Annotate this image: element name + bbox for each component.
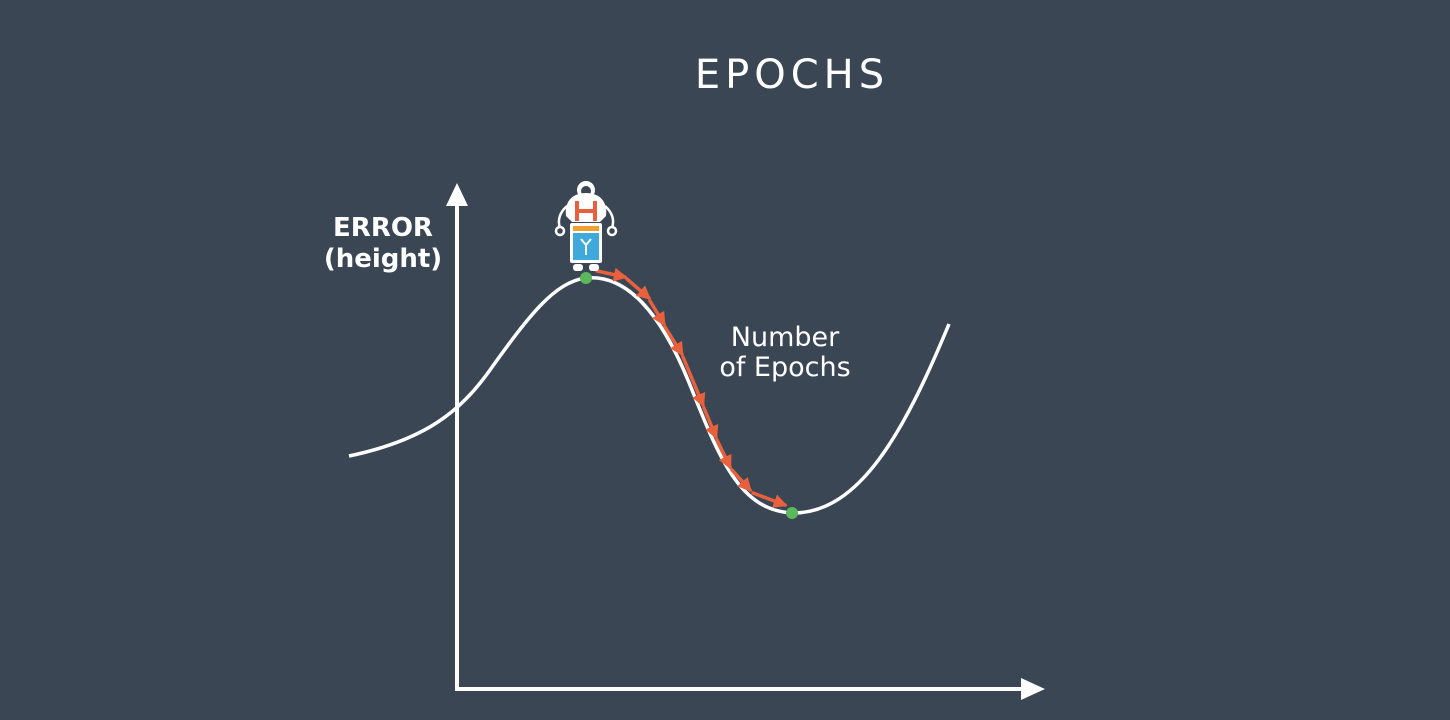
descent-arrow bbox=[715, 438, 732, 470]
curve-label-line1: Number bbox=[730, 322, 840, 353]
y-axis-label-line2: (height) bbox=[323, 244, 443, 274]
robot-arm-left bbox=[557, 205, 568, 229]
slide-title: EPOCHS bbox=[694, 52, 890, 98]
local-minimum-dot bbox=[786, 507, 798, 519]
robot-icon bbox=[554, 181, 618, 271]
error-curve bbox=[348, 276, 951, 515]
y-axis-arrowhead bbox=[446, 183, 468, 206]
descent-arrow bbox=[648, 299, 666, 327]
robot-foot-right bbox=[589, 264, 599, 271]
descent-arrow bbox=[681, 355, 706, 408]
local-maximum-dot bbox=[580, 272, 592, 284]
robot-strap-bar bbox=[575, 209, 597, 213]
curve-label-line2: of Epochs bbox=[719, 352, 851, 383]
gradient-descent-path bbox=[595, 267, 788, 508]
robot-foot-left bbox=[573, 264, 583, 271]
robot-hand-left bbox=[554, 225, 566, 237]
descent-arrow bbox=[751, 491, 788, 508]
descent-arrow bbox=[595, 267, 628, 282]
descent-arrow bbox=[730, 468, 752, 493]
robot-shoulders bbox=[565, 193, 607, 222]
curve-label: Number of Epochs bbox=[700, 323, 870, 383]
descent-arrow bbox=[625, 277, 652, 300]
descent-arrow bbox=[702, 406, 719, 440]
y-axis-label: ERROR (height) bbox=[300, 213, 466, 275]
robot-torso-belt bbox=[573, 226, 599, 231]
robot-torso-emblem bbox=[580, 238, 592, 255]
descent-arrow bbox=[663, 325, 684, 357]
axes bbox=[446, 183, 1045, 700]
x-axis-arrowhead bbox=[1021, 678, 1045, 700]
robot-hand-right bbox=[606, 225, 618, 237]
robot-arm-right bbox=[604, 205, 615, 229]
y-axis-label-line1: ERROR bbox=[333, 213, 433, 243]
